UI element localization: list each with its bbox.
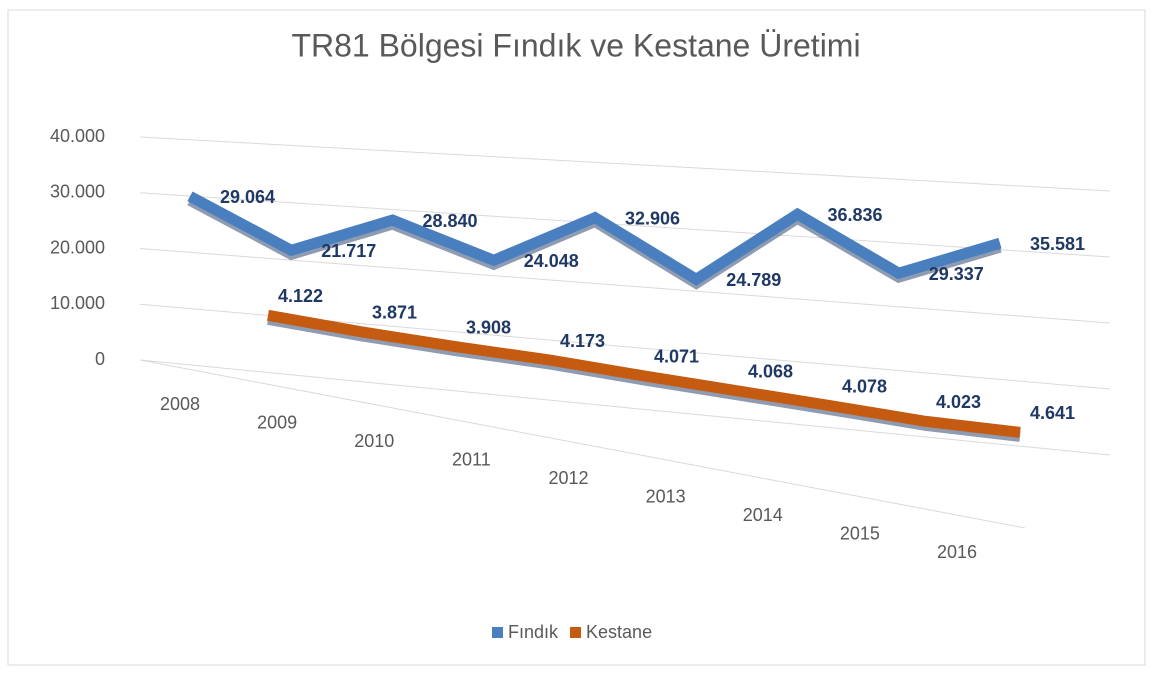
data-label: 28.840: [423, 211, 478, 231]
chart-title: TR81 Bölgesi Fındık ve Kestane Üretimi: [291, 27, 860, 63]
x-tick-label: 2010: [354, 431, 394, 451]
data-label: 4.071: [654, 347, 699, 367]
data-label: 35.581: [1030, 234, 1085, 254]
grid-line: [139, 136, 1111, 192]
y-tick-label: 20.000: [50, 237, 105, 257]
y-tick-label: 0: [95, 349, 105, 369]
data-label: 29.064: [220, 187, 275, 207]
y-tick-label: 40.000: [50, 126, 105, 146]
data-label: 32.906: [625, 208, 680, 228]
y-tick-label: 30.000: [50, 182, 105, 202]
series-line: [267, 309, 1021, 438]
data-label: 4.078: [842, 377, 887, 397]
data-label: 21.717: [321, 241, 376, 261]
floor-edge: [139, 359, 1026, 529]
data-label: 29.337: [929, 264, 984, 284]
data-label: 4.173: [560, 331, 605, 351]
data-label: 4.068: [748, 362, 793, 382]
legend-swatch: [492, 627, 503, 638]
grid-line: [139, 192, 1111, 258]
data-label: 4.023: [936, 392, 981, 412]
data-label: 4.122: [278, 286, 323, 306]
x-tick-label: 2016: [937, 542, 977, 562]
x-tick-label: 2015: [840, 523, 880, 543]
x-tick-label: 2008: [160, 394, 200, 414]
data-label: 24.789: [726, 270, 781, 290]
legend-label: Fındık: [508, 622, 559, 642]
x-tick-label: 2012: [548, 468, 588, 488]
x-tick-label: 2014: [743, 505, 783, 525]
series-line: [187, 191, 1002, 286]
x-tick-label: 2011: [452, 449, 491, 469]
x-tick-label: 2009: [257, 412, 297, 432]
x-tick-label: 2013: [646, 486, 686, 506]
legend-swatch: [570, 627, 582, 638]
grid-line: [139, 248, 1111, 324]
data-label: 36.836: [828, 205, 883, 225]
grid-line: [139, 359, 1111, 456]
data-label: 3.871: [372, 303, 417, 323]
chart-border: [7, 9, 1146, 666]
data-label: 3.908: [466, 317, 511, 337]
data-label: 4.641: [1030, 403, 1075, 423]
y-tick-label: 10.000: [50, 293, 105, 313]
data-label: 24.048: [524, 251, 579, 271]
legend-label: Kestane: [586, 622, 652, 642]
